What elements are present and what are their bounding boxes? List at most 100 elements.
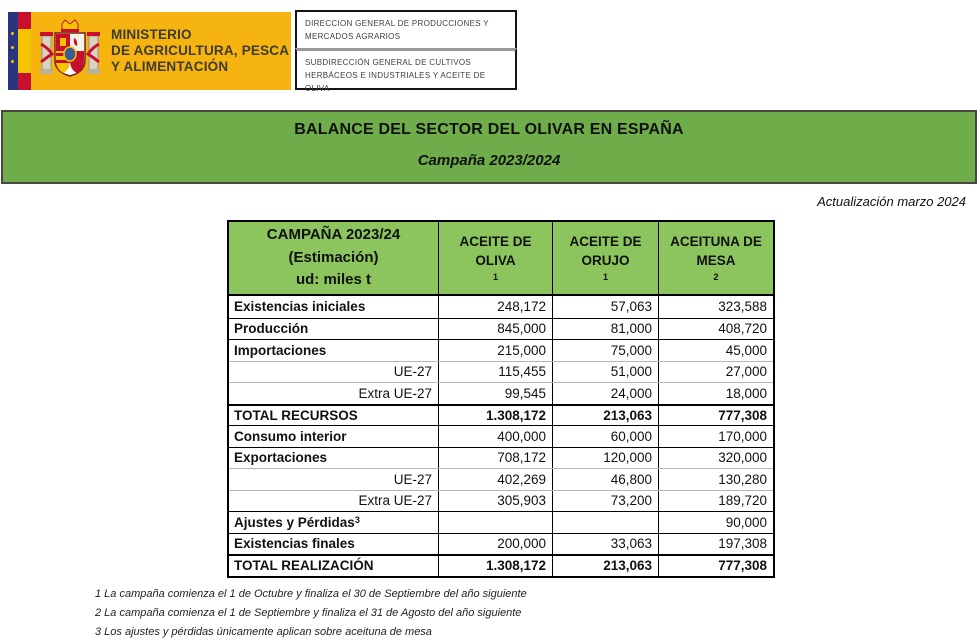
cell-value: 51,000 (552, 361, 658, 382)
cell-value: 57,063 (552, 296, 658, 318)
column-header-aceituna-mesa: ACEITUNA DE MESA 2 (658, 222, 773, 294)
subdireccion-general-box: SUBDIRECCIÓN GENERAL DE CULTIVOS HERBÁCE… (295, 48, 517, 93)
row-label: Extra UE-27 (358, 385, 432, 401)
row-label: Consumo interior (234, 428, 347, 444)
cell-value: 46,800 (552, 469, 658, 490)
cell-value: 24,000 (552, 383, 658, 404)
table-row: Importaciones 215,000 75,000 45,000 (229, 339, 773, 361)
cell-value: 200,000 (438, 533, 552, 554)
cell-value: 170,000 (658, 426, 773, 447)
direccion-general-line-1: DIRECCION GENERAL DE PRODUCCIONES Y (305, 19, 489, 28)
cell-value: 130,280 (658, 469, 773, 490)
footnotes: 1 La campaña comienza el 1 de Octubre y … (95, 585, 527, 642)
update-note: Actualización marzo 2024 (817, 194, 966, 209)
ministry-name: MINISTERIO DE AGRICULTURA, PESCA Y ALIME… (111, 27, 289, 76)
cell-value: 33,063 (552, 533, 658, 554)
page-subtitle: Campaña 2023/2024 (417, 152, 561, 169)
cell-value: 115,455 (438, 361, 552, 382)
table-header-row: CAMPAÑA 2023/24 (Estimación) ud: miles t… (229, 222, 773, 296)
table-row: Existencias finales 200,000 33,063 197,3… (229, 532, 773, 554)
cell-value: 320,000 (658, 447, 773, 468)
row-label: Importaciones (234, 342, 327, 358)
table-row: Existencias iniciales 248,172 57,063 323… (229, 296, 773, 318)
cell-value: 27,000 (658, 361, 773, 382)
row-label: Ajustes y Pérdidas 3 (234, 514, 360, 530)
cell-value: 99,545 (438, 383, 552, 404)
corner-line-2: (Estimación) (288, 248, 379, 266)
balance-table: CAMPAÑA 2023/24 (Estimación) ud: miles t… (227, 220, 775, 578)
row-label: TOTAL RECURSOS (234, 407, 358, 423)
subdireccion-general-line-1: SUBDIRECCIÓN GENERAL DE CULTIVOS (305, 58, 472, 67)
row-label: UE-27 (393, 364, 432, 380)
corner-line-1: CAMPAÑA 2023/24 (266, 226, 401, 244)
footnote-2: 2 La campaña comienza el 1 de Septiembre… (95, 607, 522, 619)
cell-value: 81,000 (552, 318, 658, 339)
table-subrow: Extra UE-27 99,545 24,000 18,000 (229, 382, 773, 404)
cell-value: 213,063 (552, 405, 658, 425)
cell-value: 248,172 (438, 296, 552, 318)
table-total-row: TOTAL REALIZACIÓN 1.308,172 213,063 777,… (229, 554, 773, 576)
coat-of-arms-icon (40, 19, 100, 77)
cell-value: 60,000 (552, 426, 658, 447)
ministry-logo: MINISTERIO DE AGRICULTURA, PESCA Y ALIME… (8, 12, 291, 90)
table-row: Exportaciones 708,172 120,000 320,000 (229, 446, 773, 468)
row-label: Existencias iniciales (234, 299, 366, 315)
ministry-line-3: Y ALIMENTACIÓN (111, 59, 229, 75)
row-label: Extra UE-27 (358, 493, 432, 509)
footnote-3: 3 Los ajustes y pérdidas únicamente apli… (95, 626, 432, 638)
direccion-general-box: DIRECCION GENERAL DE PRODUCCIONES Y MERC… (295, 10, 517, 48)
table-row: Ajustes y Pérdidas 3 90,000 (229, 511, 773, 533)
row-label: Producción (234, 321, 309, 337)
cell-value: 75,000 (552, 340, 658, 361)
cell-value: 45,000 (658, 340, 773, 361)
title-banner: BALANCE DEL SECTOR DEL OLIVAR EN ESPAÑA … (1, 110, 977, 184)
cell-value (552, 512, 658, 533)
cell-value: 18,000 (658, 383, 773, 404)
cell-value: 1.308,172 (438, 556, 552, 576)
cell-value: 777,308 (658, 556, 773, 576)
cell-value: 708,172 (438, 447, 552, 468)
table-subrow: UE-27 402,269 46,800 130,280 (229, 468, 773, 490)
cell-value: 408,720 (658, 318, 773, 339)
table-subrow: UE-27 115,455 51,000 27,000 (229, 360, 773, 382)
table-row: Consumo interior 400,000 60,000 170,000 (229, 425, 773, 447)
cell-value: 402,269 (438, 469, 552, 490)
table-total-row: TOTAL RECURSOS 1.308,172 213,063 777,308 (229, 403, 773, 425)
footnote-1: 1 La campaña comienza el 1 de Octubre y … (95, 588, 527, 600)
cell-value: 777,308 (658, 405, 773, 425)
cell-value: 189,720 (658, 490, 773, 511)
corner-line-3: ud: miles t (295, 271, 371, 289)
cell-value: 845,000 (438, 318, 552, 339)
cell-value: 120,000 (552, 447, 658, 468)
ministry-line-1: MINISTERIO (111, 26, 192, 42)
column-header-aceite-oliva: ACEITE DE OLIVA 1 (438, 222, 552, 294)
logo-yellow-field: MINISTERIO DE AGRICULTURA, PESCA Y ALIME… (31, 12, 291, 90)
eu-stars-icon (11, 32, 14, 35)
subdireccion-general-line-2: HERBÁCEOS E INDUSTRIALES Y ACEITE DE OLI… (305, 71, 486, 94)
table-corner-cell: CAMPAÑA 2023/24 (Estimación) ud: miles t (229, 222, 438, 294)
row-label: TOTAL REALIZACIÓN (234, 558, 374, 574)
row-label: Exportaciones (234, 450, 328, 466)
table-subrow: Extra UE-27 305,903 73,200 189,720 (229, 489, 773, 511)
ministry-line-2: DE AGRICULTURA, PESCA (111, 42, 290, 58)
cell-value: 1.308,172 (438, 405, 552, 425)
cell-value: 323,588 (658, 296, 773, 318)
row-label: Existencias finales (234, 536, 355, 552)
column-header-aceite-orujo: ACEITE DE ORUJO 1 (552, 222, 658, 294)
page-title: BALANCE DEL SECTOR DEL OLIVAR EN ESPAÑA (294, 121, 684, 138)
cell-value: 197,308 (658, 533, 773, 554)
cell-value (438, 512, 552, 533)
spain-flag-strip (18, 12, 31, 90)
row-label: UE-27 (393, 471, 432, 487)
cell-value: 400,000 (438, 426, 552, 447)
cell-value: 90,000 (658, 512, 773, 533)
cell-value: 305,903 (438, 490, 552, 511)
cell-value: 215,000 (438, 340, 552, 361)
department-boxes: DIRECCION GENERAL DE PRODUCCIONES Y MERC… (295, 10, 517, 93)
eu-flag-strip (8, 12, 18, 90)
table-row: Producción 845,000 81,000 408,720 (229, 317, 773, 339)
cell-value: 73,200 (552, 490, 658, 511)
direccion-general-line-2: MERCADOS AGRARIOS (305, 32, 401, 42)
cell-value: 213,063 (552, 556, 658, 576)
